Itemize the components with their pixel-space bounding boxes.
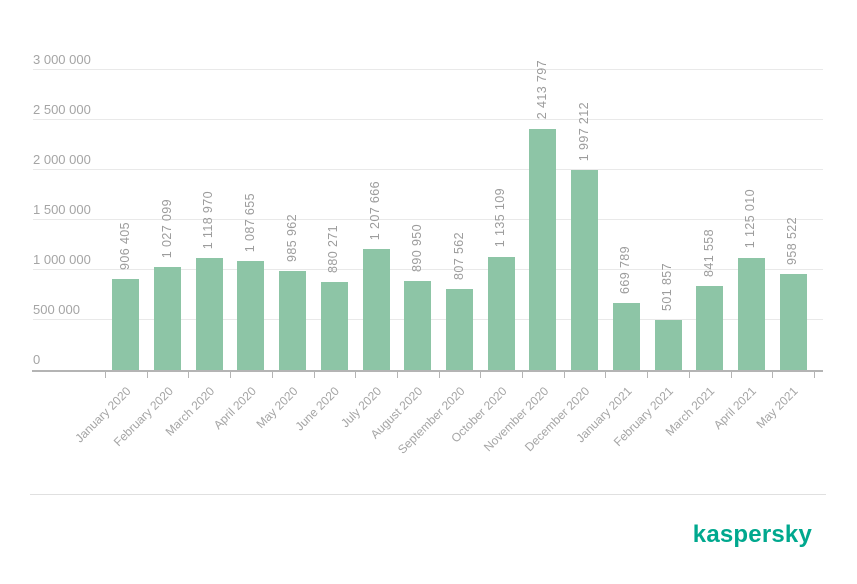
- y-axis-label: 500 000: [33, 302, 90, 318]
- x-axis-tick: [647, 372, 649, 378]
- bar-march-2020: [195, 258, 223, 370]
- bar-april-2020: [237, 261, 265, 370]
- bar-value-label-february-2021: 501 857: [660, 262, 675, 311]
- bar-november-2020: [529, 128, 557, 370]
- bar-may-2020: [279, 271, 307, 370]
- kaspersky-logo: kaspersky: [692, 521, 812, 548]
- bar-value-label-november-2020: 2 413 797: [534, 60, 549, 120]
- bar-value-label-march-2021: 841 558: [701, 228, 716, 277]
- y-gridline: [33, 169, 823, 170]
- bar-value-label-may-2020: 985 962: [284, 214, 299, 263]
- bar-value-label-april-2020: 1 087 655: [242, 193, 257, 253]
- x-axis-tick: [563, 372, 565, 378]
- footer-divider: [30, 494, 826, 495]
- bar-august-2020: [404, 280, 432, 370]
- x-axis-tick: [772, 372, 774, 378]
- x-axis-label-may-2021: May 2021: [753, 384, 802, 432]
- x-axis-tick: [230, 372, 232, 378]
- x-axis-tick: [438, 372, 440, 378]
- bar-value-label-march-2020: 1 118 970: [201, 190, 216, 250]
- x-axis-label-april-2021: April 2021: [711, 384, 760, 433]
- bar-chart-plot-area: 0 500 000 1 000 000 1 500 000 2 000 000 2 500…: [33, 52, 823, 370]
- bar-march-2021: [696, 285, 724, 370]
- x-axis-tick: [146, 372, 148, 378]
- y-axis-label: 3 000 000: [33, 52, 101, 68]
- x-axis-tick: [313, 372, 315, 378]
- x-axis-tick: [522, 372, 524, 378]
- bar-value-label-august-2020: 890 950: [409, 223, 424, 272]
- bar-december-2020: [571, 170, 599, 370]
- x-axis-label-april-2020: April 2020: [210, 384, 259, 433]
- x-axis-tick: [688, 372, 690, 378]
- bar-april-2021: [737, 257, 765, 370]
- y-gridline: [33, 69, 823, 70]
- y-axis-label: 1 500 000: [33, 202, 101, 218]
- y-gridline: [33, 269, 823, 270]
- bar-february-2021: [654, 319, 682, 370]
- x-axis-tick: [271, 372, 273, 378]
- bar-value-label-july-2020: 1 207 666: [368, 181, 383, 241]
- bar-february-2020: [154, 267, 182, 370]
- y-axis-label: 1 000 000: [33, 252, 101, 268]
- bar-october-2020: [487, 256, 515, 370]
- bar-january-2020: [112, 279, 140, 370]
- x-axis-tick: [355, 372, 357, 378]
- bar-july-2020: [362, 249, 390, 370]
- bar-value-label-april-2021: 1 125 010: [743, 189, 758, 249]
- bar-value-label-february-2020: 1 027 099: [159, 199, 174, 259]
- x-axis-label-june-2020: June 2020: [292, 384, 343, 434]
- x-axis-tick: [605, 372, 607, 378]
- x-axis-tick: [396, 372, 398, 378]
- bar-value-label-december-2020: 1 997 212: [576, 102, 591, 162]
- bar-value-label-january-2020: 906 405: [117, 222, 132, 271]
- x-axis-tick: [814, 372, 815, 378]
- bar-june-2020: [320, 281, 348, 370]
- y-axis-label: 2 000 000: [33, 152, 101, 168]
- x-axis-tick: [188, 372, 190, 378]
- y-gridline: [33, 219, 823, 220]
- bar-may-2021: [779, 274, 807, 370]
- bar-september-2020: [446, 289, 473, 370]
- bar-value-label-september-2020: 807 562: [451, 232, 466, 281]
- y-axis-label: 2 500 000: [33, 102, 101, 118]
- y-gridline: [33, 119, 823, 120]
- bar-value-label-january-2021: 669 789: [618, 246, 633, 295]
- y-axis-label: 0: [33, 352, 51, 368]
- x-axis-tick: [730, 372, 732, 378]
- bar-value-label-may-2021: 958 522: [785, 217, 800, 266]
- x-axis-tick: [480, 372, 482, 378]
- x-axis-tick: [105, 372, 106, 378]
- x-axis-line: [32, 370, 823, 372]
- bar-january-2021: [612, 303, 640, 370]
- bar-value-label-october-2020: 1 135 109: [493, 188, 508, 248]
- bar-value-label-june-2020: 880 271: [326, 225, 341, 273]
